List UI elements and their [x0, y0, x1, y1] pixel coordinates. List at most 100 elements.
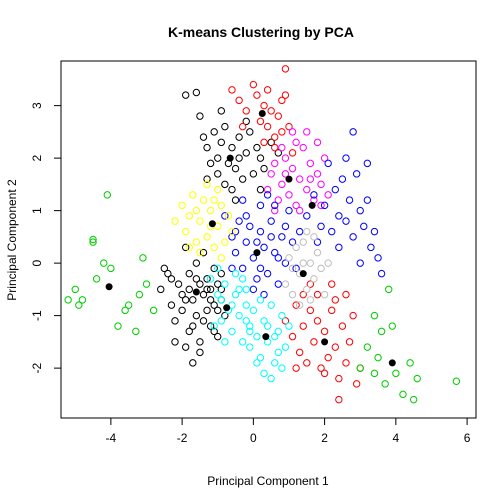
data-point: [278, 143, 286, 152]
data-point: [352, 380, 361, 388]
data-point: [214, 170, 222, 178]
data-point: [271, 143, 279, 152]
data-point: [235, 133, 243, 141]
data-point: [267, 170, 275, 178]
data-point: [288, 332, 297, 341]
data-point: [260, 369, 268, 378]
data-point: [295, 301, 304, 309]
data-point: [249, 170, 258, 178]
data-point: [374, 254, 382, 262]
data-point: [157, 285, 165, 294]
data-point: [231, 164, 240, 173]
data-point: [214, 185, 222, 194]
data-point: [256, 154, 265, 162]
data-point: [132, 327, 140, 336]
data-point: [160, 264, 169, 273]
data-point: [324, 191, 332, 199]
data-point: [214, 290, 222, 299]
data-point: [228, 264, 236, 273]
data-point: [328, 306, 336, 315]
data-point: [214, 332, 222, 341]
centroid-point: [223, 304, 231, 312]
data-point: [203, 306, 211, 315]
data-point: [242, 107, 250, 115]
data-point: [288, 164, 297, 173]
data-point: [228, 327, 236, 336]
data-point: [338, 175, 347, 183]
data-point: [103, 191, 112, 199]
data-point: [267, 233, 275, 241]
data-point: [271, 248, 279, 257]
data-point: [324, 159, 332, 168]
centroid-point: [208, 220, 216, 228]
data-point: [267, 138, 275, 147]
data-point: [288, 290, 297, 299]
data-point: [253, 143, 261, 152]
data-point: [192, 275, 201, 283]
data-point: [246, 322, 254, 330]
data-point: [231, 248, 240, 257]
data-point: [89, 235, 97, 244]
data-point: [288, 149, 297, 157]
data-point: [335, 395, 343, 404]
data-point: [324, 353, 332, 362]
data-point: [349, 128, 357, 136]
data-point: [278, 96, 286, 105]
data-point: [263, 322, 272, 330]
data-point: [303, 212, 311, 220]
cluster-centroids: [105, 110, 396, 367]
data-point: [199, 248, 208, 257]
data-point: [363, 159, 372, 168]
centroid-point: [388, 359, 396, 367]
data-point: [310, 338, 318, 346]
data-point: [181, 243, 190, 252]
data-point: [210, 327, 218, 336]
data-point: [196, 217, 204, 225]
data-point: [253, 332, 261, 341]
x-tick-label: -4: [106, 431, 117, 445]
data-point: [285, 122, 293, 131]
data-point: [306, 296, 315, 304]
data-point: [303, 227, 311, 236]
data-point: [192, 311, 201, 320]
data-point: [377, 327, 386, 336]
data-point: [299, 143, 307, 152]
centroid-point: [299, 270, 307, 278]
data-points: [64, 65, 461, 404]
data-point: [317, 180, 325, 189]
data-point: [192, 88, 201, 97]
data-point: [303, 185, 311, 194]
data-point: [295, 206, 304, 215]
data-point: [392, 369, 400, 378]
data-point: [288, 238, 297, 246]
data-point: [352, 170, 361, 178]
data-point: [238, 196, 247, 204]
data-point: [189, 191, 197, 199]
data-point: [295, 175, 304, 183]
data-point: [185, 285, 193, 294]
data-point: [281, 154, 290, 162]
data-point: [299, 290, 307, 299]
data-point: [253, 91, 261, 99]
data-point: [149, 306, 158, 315]
data-point: [228, 233, 236, 241]
data-point: [242, 117, 250, 126]
data-point: [231, 196, 240, 204]
data-point: [452, 377, 461, 385]
data-point: [253, 238, 261, 246]
data-point: [217, 138, 226, 147]
data-point: [196, 112, 204, 120]
data-point: [221, 212, 229, 220]
data-point: [274, 327, 282, 336]
data-point: [385, 285, 393, 294]
data-point: [203, 143, 211, 152]
data-point: [320, 327, 329, 336]
data-point: [267, 374, 275, 383]
data-point: [185, 212, 193, 220]
data-point: [271, 133, 279, 141]
data-point: [238, 275, 247, 283]
data-point: [303, 359, 311, 367]
data-point: [295, 227, 304, 236]
data-point: [388, 322, 396, 330]
